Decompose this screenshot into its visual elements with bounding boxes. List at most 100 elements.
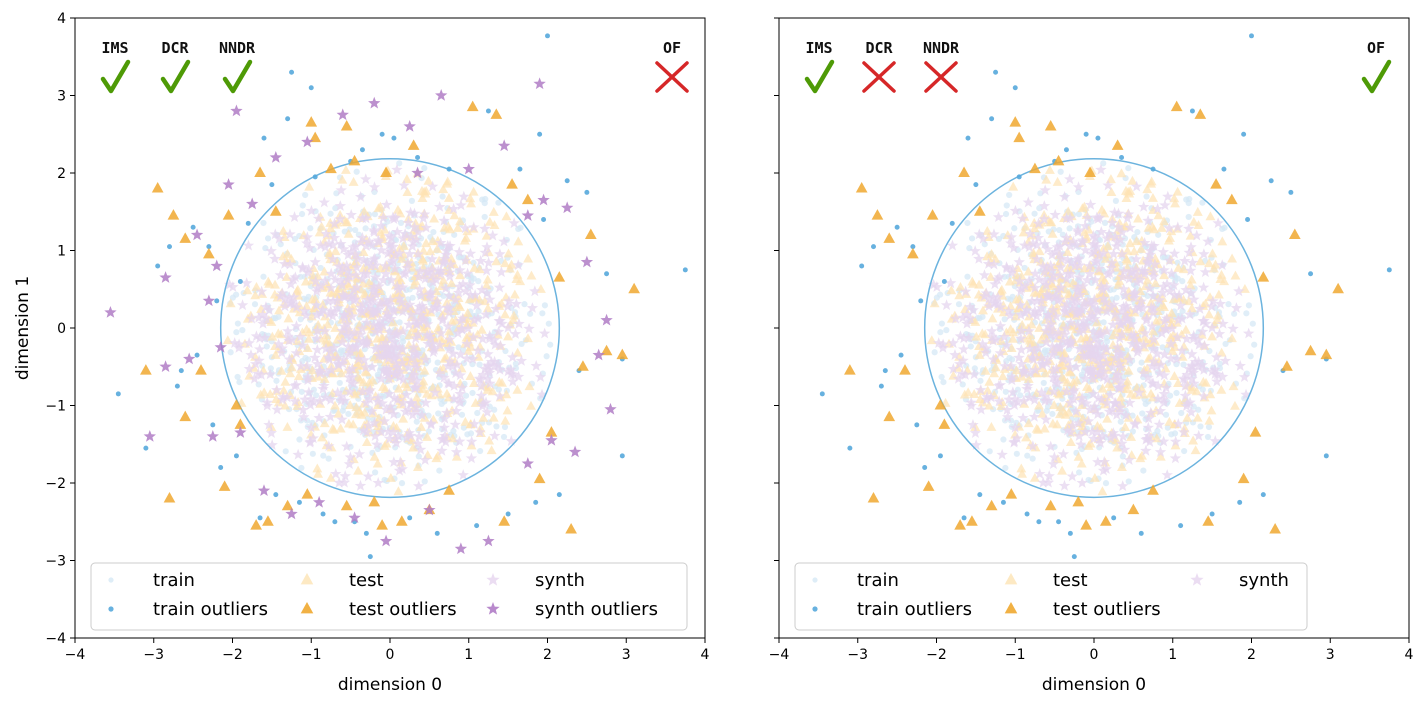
synth-point bbox=[1157, 280, 1170, 292]
synth-outliers-point bbox=[580, 255, 594, 268]
synth-point bbox=[371, 438, 383, 450]
synth-point bbox=[334, 213, 346, 225]
train-outliers-point bbox=[882, 368, 888, 374]
synth-point bbox=[367, 305, 380, 317]
test-point bbox=[353, 465, 364, 475]
synth-point bbox=[397, 325, 409, 337]
synth-point bbox=[1097, 247, 1110, 259]
synth-point bbox=[1067, 235, 1080, 247]
test-point bbox=[1151, 316, 1162, 326]
synth-point bbox=[1100, 343, 1113, 355]
synth-point bbox=[366, 239, 379, 250]
synth-point bbox=[342, 340, 355, 352]
synth-point bbox=[1109, 308, 1121, 320]
synth-outliers-point bbox=[545, 433, 558, 446]
synth-point bbox=[1023, 274, 1035, 286]
synth-point bbox=[253, 354, 265, 366]
synth-point bbox=[368, 224, 380, 236]
synth-point bbox=[336, 336, 349, 347]
test-point bbox=[1021, 299, 1032, 309]
synth-point bbox=[1189, 356, 1202, 367]
test-point bbox=[501, 211, 512, 221]
test-point bbox=[1192, 412, 1203, 422]
synth-point bbox=[1112, 207, 1125, 219]
test-point bbox=[402, 187, 413, 197]
train-point bbox=[415, 241, 422, 248]
test-point bbox=[278, 251, 289, 261]
synth-point bbox=[393, 464, 406, 476]
synth-point bbox=[1186, 256, 1199, 268]
synth-point bbox=[328, 217, 341, 229]
test-point bbox=[408, 442, 419, 452]
test-outliers-point bbox=[1072, 495, 1085, 507]
synth-point bbox=[969, 427, 982, 438]
synth-point bbox=[453, 435, 466, 447]
synth-point bbox=[1089, 231, 1102, 243]
synth-point bbox=[414, 443, 427, 455]
synth-point bbox=[366, 405, 378, 417]
test-outliers-point bbox=[616, 348, 629, 360]
synth-point bbox=[1230, 302, 1243, 313]
test-point bbox=[1213, 289, 1224, 299]
train-point bbox=[298, 388, 305, 395]
test-point bbox=[358, 278, 369, 288]
synth-point bbox=[952, 372, 965, 384]
synth-point bbox=[377, 274, 389, 286]
synth-point bbox=[994, 301, 1007, 313]
test-outliers-point bbox=[1013, 131, 1026, 143]
test-outliers-point bbox=[1249, 426, 1262, 437]
synth-point bbox=[311, 343, 324, 355]
synth-point bbox=[414, 316, 426, 328]
test-point bbox=[1041, 314, 1052, 324]
synth-point bbox=[1087, 432, 1100, 444]
synth-point bbox=[494, 315, 506, 326]
train-point bbox=[1251, 341, 1258, 348]
test-point bbox=[255, 389, 266, 399]
test-outliers-point bbox=[269, 205, 282, 216]
synth-point bbox=[1111, 341, 1124, 353]
train-outliers-point bbox=[1016, 174, 1022, 180]
synth-point bbox=[1131, 341, 1144, 353]
x-tick-label: 4 bbox=[1405, 647, 1414, 663]
synth-point bbox=[1107, 248, 1120, 259]
synth-point bbox=[1054, 269, 1066, 281]
synth-point bbox=[412, 226, 424, 238]
metric-label: NNDR bbox=[219, 39, 256, 57]
train-outliers-point bbox=[269, 182, 275, 188]
test-outliers-point bbox=[844, 364, 856, 375]
train-point bbox=[317, 264, 324, 272]
synth-point bbox=[356, 385, 369, 397]
synth-point bbox=[1040, 413, 1052, 425]
synth-point bbox=[480, 264, 493, 276]
test-outliers-point bbox=[498, 515, 511, 526]
train-point bbox=[474, 409, 481, 417]
test-point bbox=[1049, 400, 1060, 410]
synth-point bbox=[961, 309, 973, 320]
test-outliers-point bbox=[926, 209, 939, 220]
test-point bbox=[336, 368, 347, 378]
synth-point bbox=[384, 400, 397, 412]
train-point bbox=[297, 316, 304, 323]
synth-point bbox=[1165, 352, 1177, 364]
test-point bbox=[1097, 486, 1108, 496]
synth-point bbox=[964, 312, 977, 324]
synth-point bbox=[1192, 361, 1204, 372]
train-outliers-point bbox=[604, 271, 610, 277]
test-outliers-point bbox=[1269, 523, 1281, 534]
synth-point bbox=[405, 308, 417, 320]
synth-point bbox=[399, 405, 412, 417]
synth-point bbox=[322, 351, 335, 363]
synth-point bbox=[432, 302, 445, 314]
synth-point bbox=[372, 477, 384, 488]
train-point bbox=[298, 210, 306, 218]
synth-point bbox=[379, 260, 392, 271]
train-outliers-point bbox=[391, 135, 397, 141]
synth-point bbox=[1168, 279, 1180, 291]
synth-point bbox=[284, 258, 296, 270]
synth-point bbox=[1129, 418, 1141, 430]
synth-point bbox=[363, 235, 376, 247]
synth-point bbox=[348, 326, 361, 338]
synth-point bbox=[1033, 273, 1045, 285]
synth-point bbox=[336, 413, 348, 425]
